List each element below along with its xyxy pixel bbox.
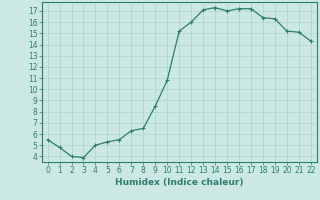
X-axis label: Humidex (Indice chaleur): Humidex (Indice chaleur) — [115, 178, 244, 187]
